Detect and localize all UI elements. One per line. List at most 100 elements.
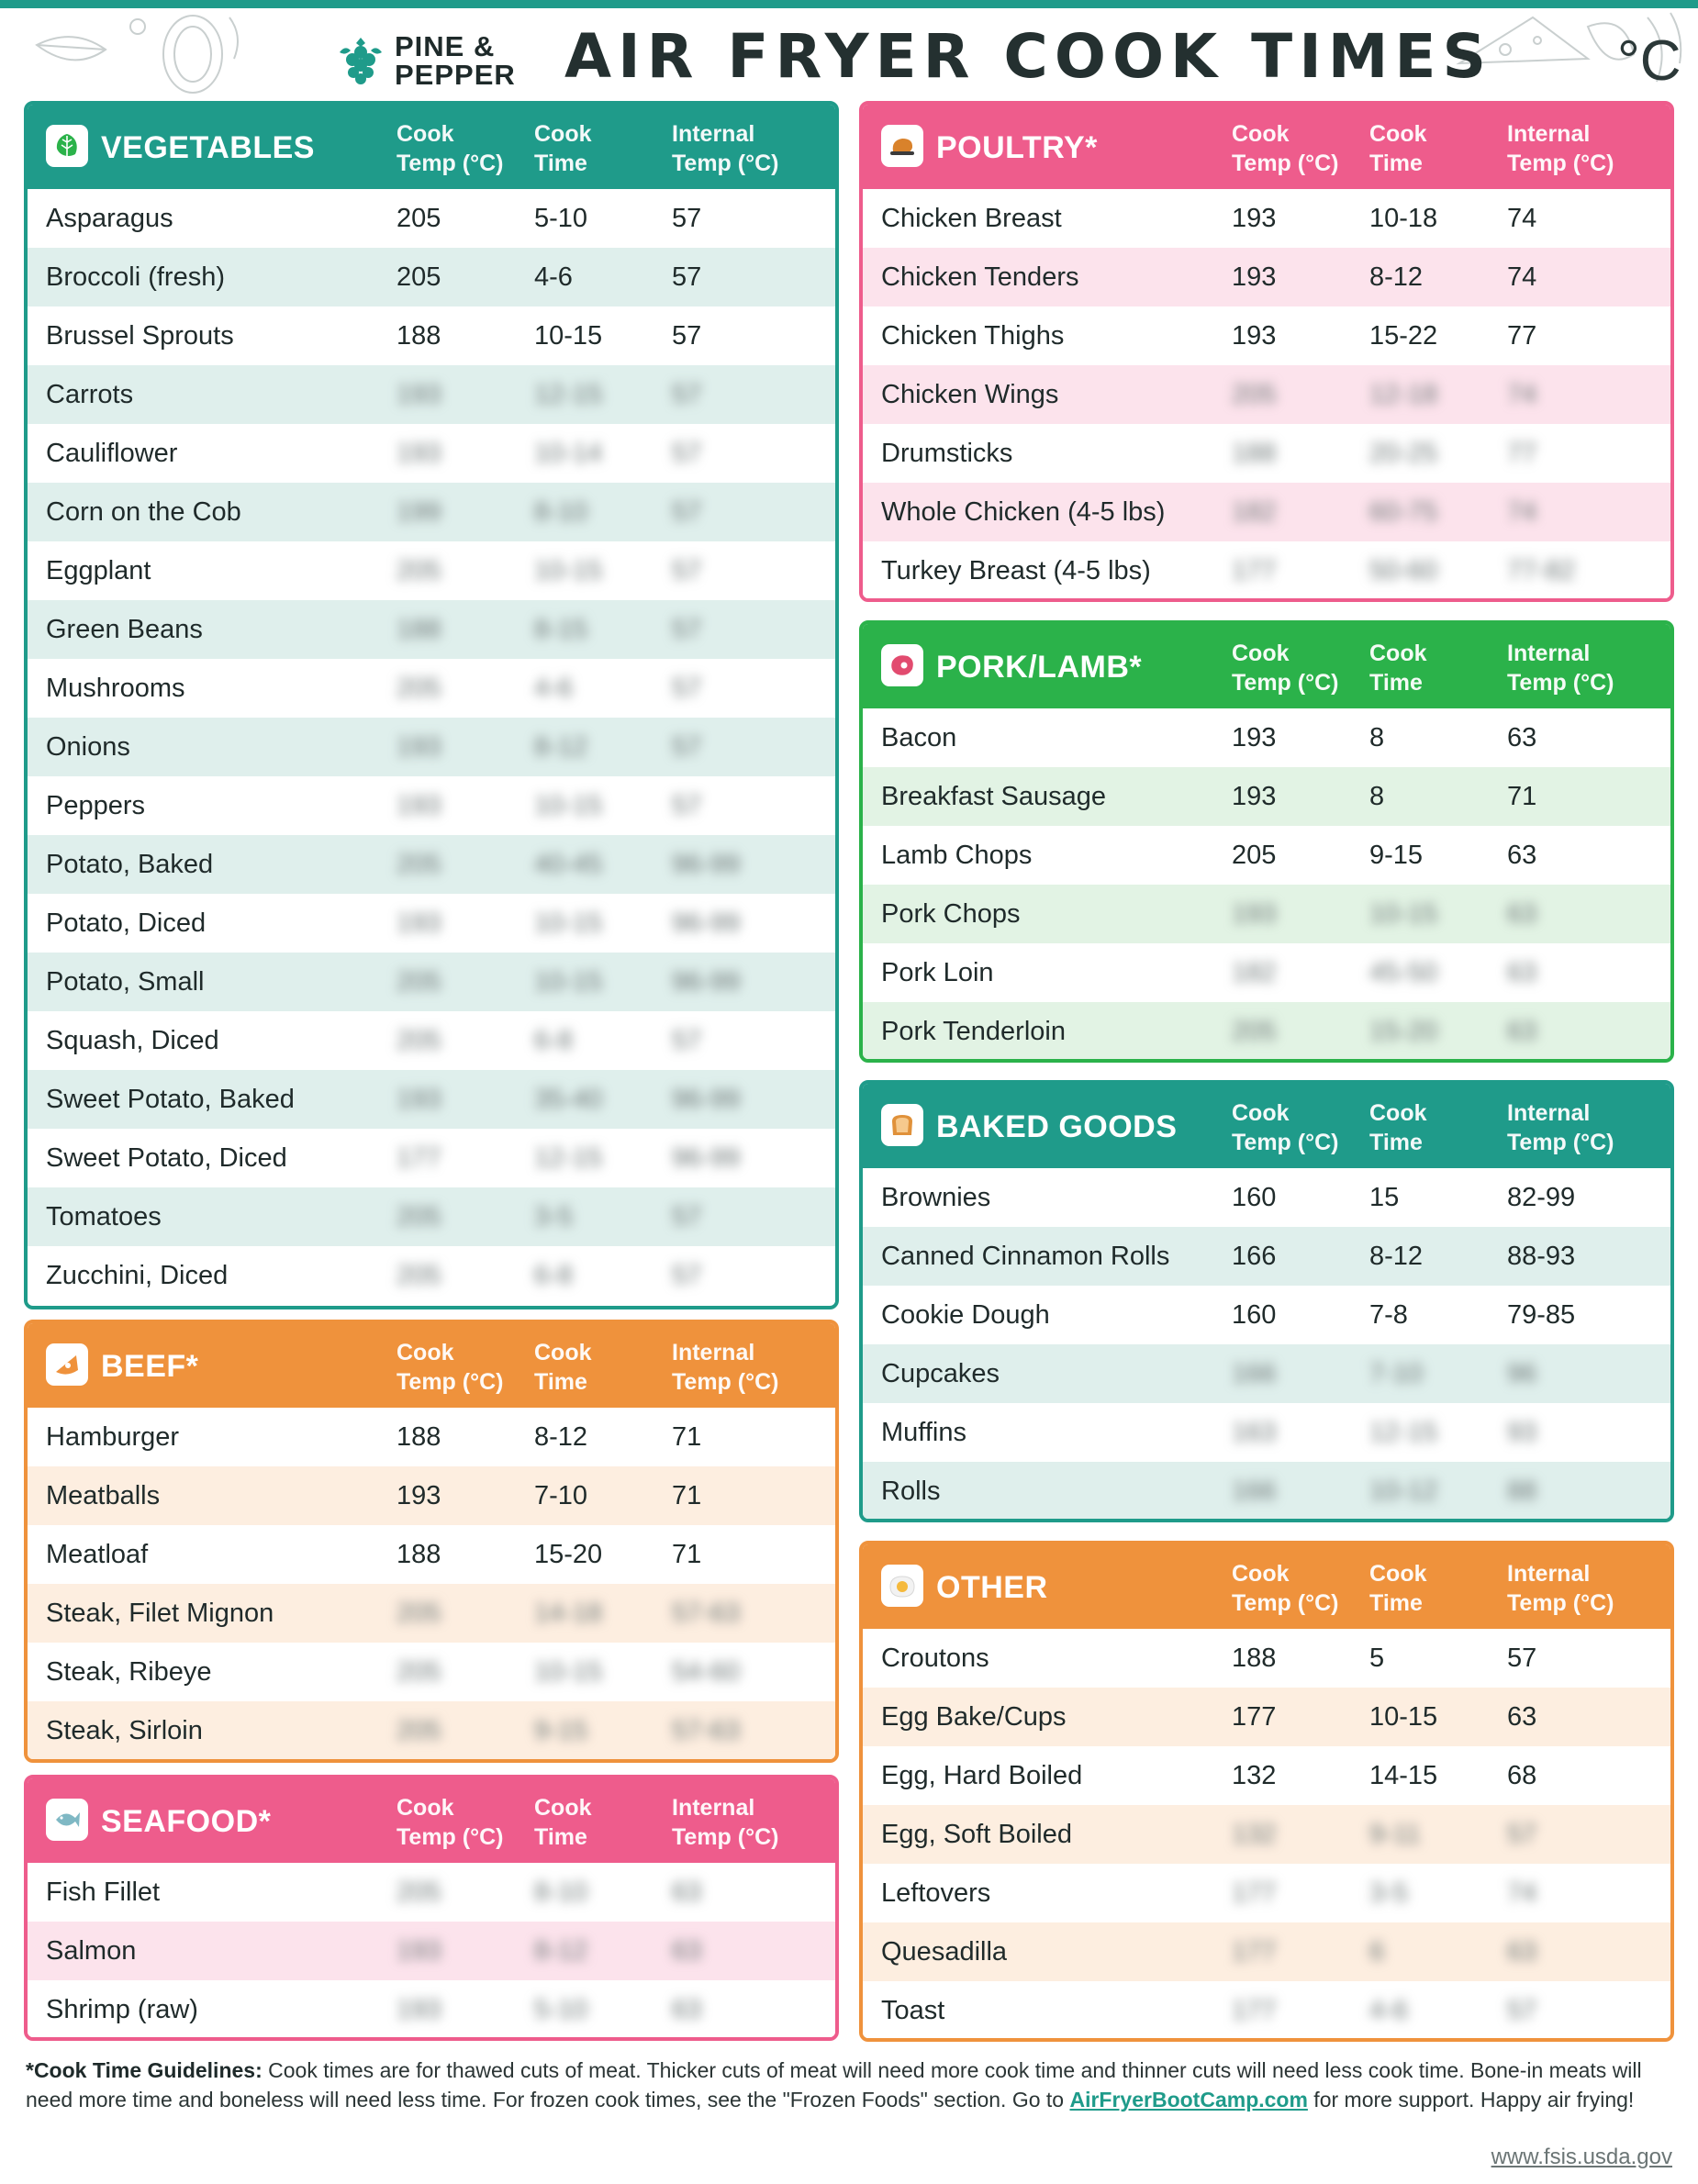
internal-temp-value: 96-99 (672, 1085, 741, 1114)
porklamb-icon-badge (881, 644, 923, 686)
cook-time-value: 8-10 (534, 1878, 588, 1907)
cook-temp-value: 193 (1232, 782, 1277, 811)
hop-cone-icon (340, 38, 382, 84)
cook-temp-value: 182 (1232, 497, 1277, 527)
food-name: Cupcakes (881, 1359, 1000, 1388)
cook-temp-header-line2: Temp (°C) (1232, 1130, 1339, 1155)
cook-temp-header-line2: Temp (°C) (1232, 1590, 1339, 1616)
drumstick-icon (890, 139, 914, 155)
food-name: Turkey Breast (4-5 lbs) (881, 556, 1151, 585)
table-row: Whole Chicken (4-5 lbs) 182 60-75 74 (863, 483, 1670, 541)
brand-name: PINE & PEPPER (395, 32, 516, 89)
internal-temp-value: 93 (1507, 1418, 1537, 1447)
cook-time-header: Cook Time (534, 1338, 592, 1397)
unit-indicator: °C (1617, 29, 1681, 93)
cook-time-value: 8 (1369, 723, 1385, 752)
cook-temp-value: 166 (1232, 1242, 1277, 1271)
poultry-title: POULTRY* (936, 130, 1098, 165)
food-name: Green Beans (46, 615, 203, 644)
porklamb-title: PORK/LAMB* (936, 650, 1143, 685)
internal-temp-value: 74 (1507, 204, 1537, 233)
food-name: Salmon (46, 1936, 137, 1966)
top-accent-bar (0, 0, 1698, 8)
internal-temp-header-line2: Temp (°C) (1507, 1130, 1614, 1155)
internal-temp-header: Internal Temp (°C) (672, 1793, 778, 1852)
cook-temp-value: 188 (397, 1540, 441, 1569)
guidelines-label: *Cook Time Guidelines: (26, 2058, 263, 2082)
cook-time-value: 10-18 (1369, 204, 1438, 233)
food-name: Egg, Hard Boiled (881, 1761, 1083, 1790)
cook-time-value: 35-40 (534, 1085, 603, 1114)
cook-time-value: 10-15 (534, 321, 603, 351)
cook-time-header-line2: Time (1369, 670, 1423, 696)
internal-temp-value: 57 (672, 439, 702, 468)
internal-temp-header-line1: Internal (1507, 641, 1591, 666)
table-row: Muffins 163 12-15 93 (863, 1403, 1670, 1462)
internal-temp-value: 74 (1507, 497, 1537, 527)
table-row: Carrots 193 12-15 57 (28, 365, 835, 424)
steak-icon (56, 1355, 78, 1375)
cook-temp-value: 205 (397, 1878, 441, 1907)
internal-temp-value: 96 (1507, 1359, 1537, 1388)
beef-title: BEEF* (101, 1349, 199, 1384)
cook-time-value: 10-15 (534, 556, 603, 585)
food-name: Lamb Chops (881, 841, 1033, 870)
cook-temp-header-line2: Temp (°C) (397, 1824, 504, 1850)
cook-temp-value: 182 (1232, 958, 1277, 987)
cook-temp-value: 193 (397, 380, 441, 409)
cook-time-value: 14-15 (1369, 1761, 1438, 1790)
internal-temp-value: 57 (1507, 1644, 1537, 1673)
poultry-section: POULTRY* Cook Temp (°C) Cook Time Internal Tem… (859, 101, 1674, 602)
food-name: Mushrooms (46, 674, 185, 703)
cook-temp-value: 193 (397, 1085, 441, 1114)
cook-time-header-line2: Time (534, 150, 587, 176)
beef-section: BEEF* Cook Temp (°C) Cook Time Internal Temp (… (24, 1320, 839, 1763)
cook-temp-header-line1: Cook (1232, 641, 1290, 666)
cook-temp-value: 205 (397, 204, 441, 233)
internal-temp-value: 57 (672, 380, 702, 409)
food-name: Chicken Thighs (881, 321, 1065, 351)
cook-temp-value: 205 (1232, 841, 1277, 870)
other-header: OTHER Cook Temp (°C) Cook Time Internal Temp (… (863, 1544, 1670, 1629)
vegetables-rows: Asparagus 205 5-10 57 Broccoli (fresh) 205 4-6… (28, 189, 835, 1305)
table-row: Potato, Baked 205 40-45 96-99 (28, 835, 835, 894)
pork-lamb-section: PORK/LAMB* Cook Temp (°C) Cook Time Internal T… (859, 620, 1674, 1063)
table-row: Chicken Wings 205 12-18 74 (863, 365, 1670, 424)
food-name: Chicken Wings (881, 380, 1059, 409)
internal-temp-value: 79-85 (1507, 1300, 1576, 1330)
cook-temp-header-line2: Temp (°C) (397, 1369, 504, 1395)
food-name: Egg Bake/Cups (881, 1702, 1067, 1732)
porklamb-header: PORK/LAMB* Cook Temp (°C) Cook Time Internal T… (863, 624, 1670, 708)
internal-temp-header: Internal Temp (°C) (1507, 1559, 1614, 1618)
baked-title: BAKED GOODS (936, 1109, 1178, 1144)
internal-temp-value: 57 (672, 1026, 702, 1055)
cook-temp-header-line2: Temp (°C) (1232, 670, 1339, 696)
airfryerbootcamp-link[interactable]: AirFryerBootCamp.com (1069, 2088, 1308, 2112)
table-row: Salmon 193 8-12 63 (28, 1922, 835, 1980)
food-name: Canned Cinnamon Rolls (881, 1242, 1170, 1271)
baked-rows: Brownies 160 15 82-99 Canned Cinnamon Rolls 1… (863, 1168, 1670, 1519)
cook-time-header-line2: Time (534, 1369, 587, 1395)
cook-time-value: 9-15 (534, 1716, 588, 1745)
table-row: Corn on the Cob 199 8-10 57 (28, 483, 835, 541)
table-row: Cupcakes 166 7-10 96 (863, 1344, 1670, 1403)
cook-temp-value: 177 (397, 1143, 441, 1173)
cook-time-header-line2: Time (1369, 1130, 1423, 1155)
table-row: Cauliflower 193 10-14 57 (28, 424, 835, 483)
table-row: Toast 177 4-6 57 (863, 1981, 1670, 2038)
source-link[interactable]: www.fsis.usda.gov (1491, 2145, 1672, 2169)
cook-temp-value: 205 (397, 1202, 441, 1231)
table-row: Chicken Breast 193 10-18 74 (863, 189, 1670, 248)
cook-temp-value: 193 (397, 1995, 441, 2024)
egg-icon (889, 1576, 915, 1598)
internal-temp-header-line2: Temp (°C) (672, 1824, 779, 1850)
cook-time-value: 9-11 (1369, 1820, 1421, 1849)
leaf-icon (56, 134, 77, 157)
cook-temp-value: 205 (397, 262, 441, 292)
seafood-section: SEAFOOD* Cook Temp (°C) Cook Time Internal Tem… (24, 1775, 839, 2041)
cook-temp-value: 193 (397, 791, 441, 820)
cook-temp-value: 193 (1232, 899, 1277, 929)
table-row: Asparagus 205 5-10 57 (28, 189, 835, 248)
table-row: Brownies 160 15 82-99 (863, 1168, 1670, 1227)
cook-time-header-line1: Cook (534, 1795, 592, 1821)
